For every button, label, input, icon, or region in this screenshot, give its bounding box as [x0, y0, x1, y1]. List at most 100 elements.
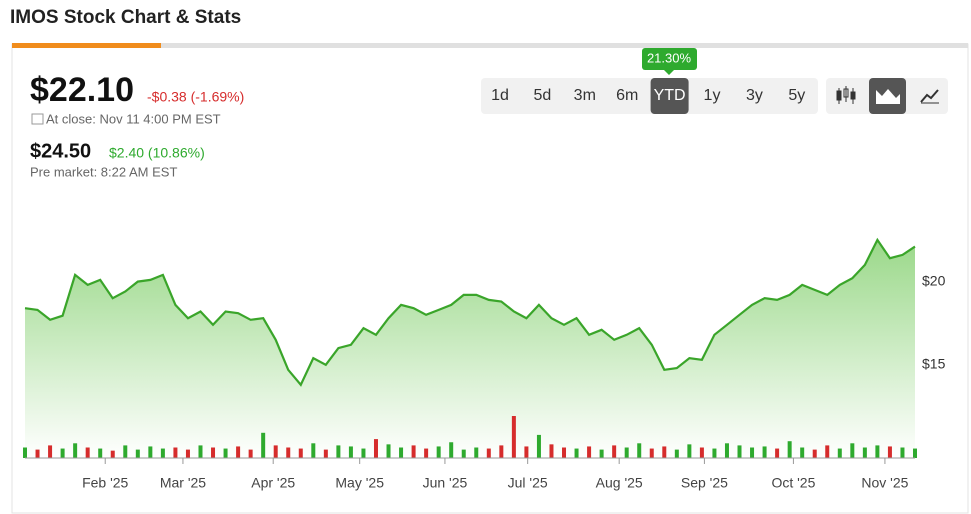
volume-bar	[386, 444, 391, 458]
volume-bar	[486, 448, 491, 458]
price-area	[25, 239, 915, 458]
x-tick-label: Oct '25	[771, 475, 815, 491]
tab-bar	[12, 43, 968, 48]
volume-bar	[173, 447, 178, 458]
range-button[interactable]: 1y	[704, 87, 721, 104]
volume-bar	[336, 445, 341, 458]
volume-bar	[160, 448, 165, 458]
volume-bar	[687, 444, 692, 458]
range-button[interactable]: 3m	[574, 87, 596, 104]
y-tick-label: $15	[922, 355, 946, 371]
volume-bar	[424, 448, 429, 458]
volume-bar	[637, 443, 642, 458]
volume-bar	[674, 449, 679, 458]
volume-bar	[73, 443, 78, 458]
volume-bar	[148, 446, 153, 458]
volume-bar	[536, 434, 541, 458]
volume-bar	[549, 444, 554, 458]
volume-bar	[900, 447, 905, 458]
range-button[interactable]: 6m	[616, 87, 638, 104]
range-button[interactable]: 5y	[788, 87, 805, 104]
calendar-icon	[31, 113, 44, 125]
volume-bar	[837, 448, 842, 458]
volume-bar	[562, 447, 567, 458]
price: $22.10	[30, 71, 134, 109]
area-icon	[876, 89, 900, 104]
volume-bar	[724, 443, 729, 458]
volume-bar	[511, 416, 516, 458]
volume-bar	[399, 447, 404, 458]
volume-bar	[750, 447, 755, 458]
range-button[interactable]: 1d	[491, 87, 509, 104]
pre-note: Pre market: 8:22 AM EST	[30, 164, 177, 179]
price-line	[24, 237, 916, 387]
return-badge	[642, 48, 697, 70]
volume-bar	[524, 446, 529, 458]
volume-bar	[248, 449, 253, 458]
volume-bar	[649, 448, 654, 458]
range-return: 21.30%	[647, 50, 692, 65]
volume-bar	[85, 447, 90, 458]
volume-bar	[574, 448, 579, 458]
x-tick-label: Sep '25	[681, 475, 728, 491]
volume-bar	[135, 449, 140, 458]
volume-bar	[373, 439, 378, 458]
volume-bar	[762, 446, 767, 458]
x-tick-label: May '25	[335, 475, 384, 491]
x-tick-label: Feb '25	[82, 475, 128, 491]
volume-bar	[787, 441, 792, 458]
line-icon[interactable]	[920, 89, 939, 103]
volume-bar	[812, 449, 817, 458]
page-title: IMOS Stock Chart & Stats	[10, 7, 241, 28]
range-selected[interactable]	[650, 78, 689, 114]
pre-change: $2.40 (10.86%)	[109, 145, 205, 161]
volume-bar	[612, 445, 617, 458]
volume-bar	[211, 447, 216, 458]
volume-bar	[850, 443, 855, 458]
volume-bar	[875, 445, 880, 458]
volume-bar	[185, 449, 190, 458]
volume-bar	[599, 449, 604, 458]
volume-bar	[298, 448, 303, 458]
volume-bar	[311, 443, 316, 458]
x-tick-label: Mar '25	[160, 475, 206, 491]
volume-bar	[662, 446, 667, 458]
volume-bar	[449, 442, 454, 458]
x-tick-label: Nov '25	[861, 475, 908, 491]
volume-bar	[323, 449, 328, 458]
candle-icon[interactable]	[836, 86, 856, 104]
volume-bar	[699, 447, 704, 458]
volume-bar	[23, 447, 27, 458]
volume-bar	[198, 445, 203, 458]
volume-bar	[223, 448, 228, 458]
y-tick-label: $20	[922, 272, 946, 288]
x-tick-label: Aug '25	[596, 475, 643, 491]
volume-bar	[775, 448, 780, 458]
volume-bar	[624, 447, 629, 458]
volume-bar	[273, 445, 278, 458]
price-change: -$0.38 (-1.69%)	[147, 89, 244, 105]
range-button[interactable]: 3y	[746, 87, 763, 104]
volume-bar	[361, 448, 366, 458]
volume-bar	[261, 432, 266, 458]
x-tick-label: Jun '25	[423, 475, 468, 491]
volume-bar	[48, 445, 53, 458]
range-button[interactable]: 5d	[534, 87, 552, 104]
volume-bar	[862, 447, 867, 458]
volume-bar	[110, 450, 115, 458]
pre-price: $24.50	[30, 140, 91, 162]
volume-bar	[411, 445, 416, 458]
volume-bar	[348, 446, 353, 458]
tab-active	[12, 43, 161, 48]
volume-bar	[499, 445, 504, 458]
volume-bar	[587, 446, 592, 458]
close-note: At close: Nov 11 4:00 PM EST	[46, 111, 221, 126]
volume-bar	[35, 449, 40, 458]
range-button[interactable]: YTD	[654, 87, 686, 104]
volume-bar	[712, 448, 717, 458]
volume-bar	[436, 446, 441, 458]
volume-bar	[737, 445, 742, 458]
volume-bar	[123, 445, 128, 458]
volume-bar	[60, 448, 65, 458]
